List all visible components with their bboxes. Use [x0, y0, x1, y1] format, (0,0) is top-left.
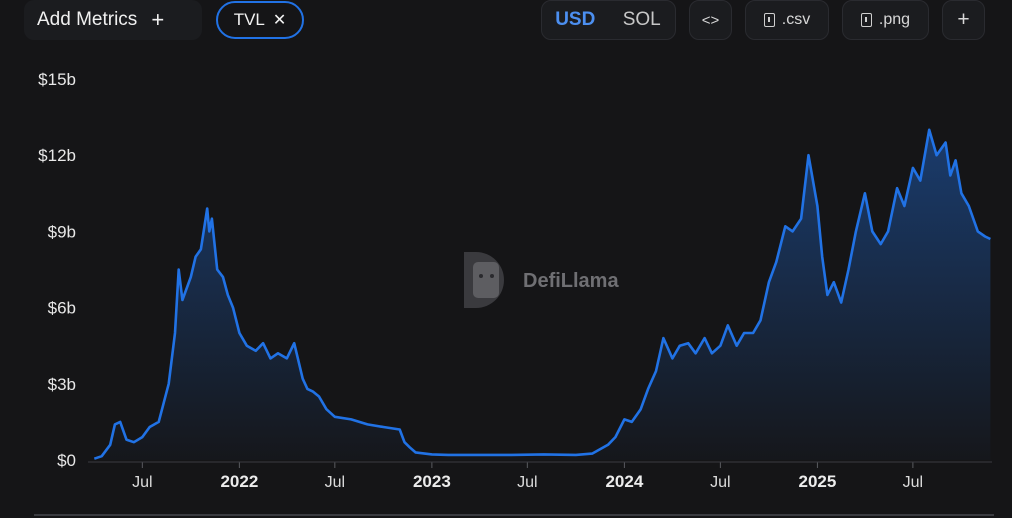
x-tick-label: 2023 — [413, 472, 451, 491]
x-tick-label: 2022 — [220, 472, 258, 491]
add-metrics-label: Add Metrics — [37, 9, 138, 30]
plus-icon: + — [151, 7, 165, 32]
currency-toggle: USD SOL — [541, 0, 676, 40]
llama-logo-icon — [464, 252, 504, 308]
x-tick-label: 2024 — [605, 472, 643, 491]
x-tick-label: Jul — [325, 474, 345, 491]
download-png-button[interactable]: .png — [842, 0, 929, 40]
tvl-area-fill — [94, 129, 991, 461]
close-icon[interactable]: ✕ — [272, 12, 287, 29]
defillama-watermark: DefiLlama — [464, 252, 619, 308]
tvl-series-line — [93, 128, 991, 460]
y-tick-label: $3b — [48, 375, 76, 394]
y-tick-label: $12b — [38, 146, 76, 165]
add-metrics-button[interactable]: Add Metrics + — [24, 0, 202, 40]
code-icon: <> — [701, 11, 720, 29]
x-tick-label: 2025 — [799, 472, 837, 491]
add-chart-button[interactable]: + — [942, 0, 985, 40]
y-axis: $0 $3b $6b $9b $12b $15b — [38, 70, 76, 470]
currency-sol-option[interactable]: SOL — [622, 9, 661, 30]
embed-button[interactable]: <> — [689, 0, 732, 40]
y-tick-label: $9b — [48, 222, 76, 241]
tvl-metric-chip[interactable]: TVL ✕ — [216, 1, 304, 39]
png-label: .png — [878, 11, 911, 28]
x-axis: Jul 2022 Jul 2023 Jul 2024 Jul 2025 Jul — [132, 462, 923, 491]
plus-icon: + — [957, 8, 970, 31]
x-tick-label: Jul — [903, 474, 923, 491]
x-tick-label: Jul — [132, 474, 152, 491]
panel-bottom-border — [34, 514, 994, 516]
download-csv-button[interactable]: .csv — [745, 0, 829, 40]
y-tick-label: $0 — [57, 451, 76, 470]
watermark-text: DefiLlama — [523, 270, 619, 292]
y-tick-label: $6b — [48, 299, 76, 318]
csv-label: .csv — [781, 11, 811, 28]
x-tick-label: Jul — [517, 474, 537, 491]
metric-chip-label: TVL — [233, 10, 265, 29]
file-download-icon — [763, 13, 775, 27]
file-download-icon — [860, 13, 872, 27]
x-tick-label: Jul — [710, 474, 730, 491]
chart-toolbar: Add Metrics + TVL ✕ USD SOL <> .csv .png… — [0, 0, 1012, 48]
currency-usd-option[interactable]: USD — [555, 9, 596, 30]
y-tick-label: $15b — [38, 70, 76, 89]
